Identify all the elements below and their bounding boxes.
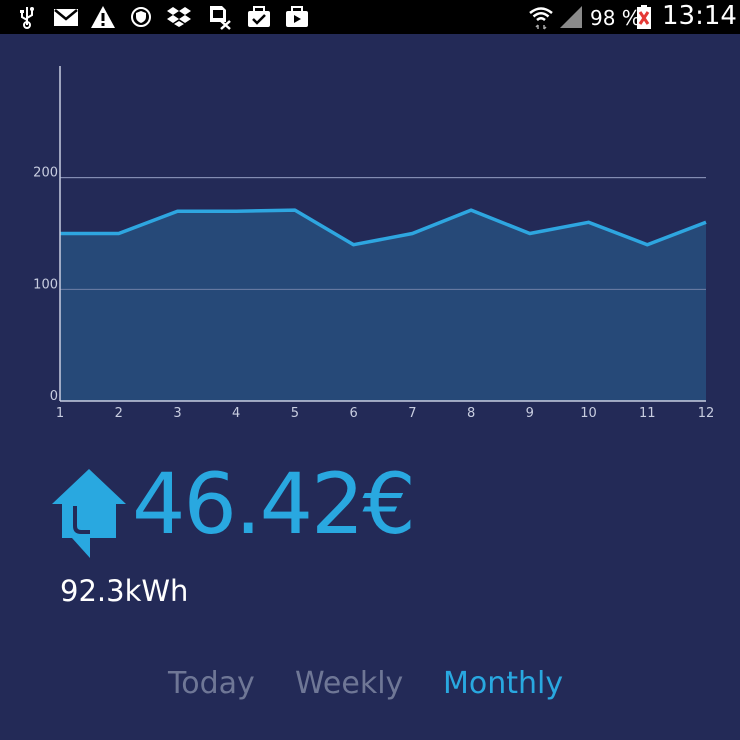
sim-off-icon: [210, 6, 231, 30]
home-arrow-icon: [52, 469, 126, 558]
tab-monthly[interactable]: Monthly: [443, 666, 564, 701]
tab-today[interactable]: Today: [168, 666, 255, 701]
x-tick-label: 10: [580, 406, 597, 421]
gmail-icon: [54, 9, 78, 26]
battery-percentage: 98 %: [590, 6, 641, 30]
y-tick-label: 200: [33, 166, 58, 181]
signal-icon: [560, 6, 582, 28]
x-tick-label: 2: [115, 406, 123, 421]
status-bar: 98 % 13:14: [0, 0, 740, 34]
warning-icon: [91, 6, 115, 28]
chart-x-ticks: 1 2 3 4 5 6 7 8 9 10 11 12: [56, 406, 714, 421]
x-tick-label: 11: [639, 406, 656, 421]
briefcase-play-icon: [286, 6, 308, 27]
x-tick-label: 4: [232, 406, 240, 421]
y-tick-label: 0: [50, 389, 58, 404]
battery-icon: [637, 5, 651, 29]
x-tick-label: 9: [526, 406, 534, 421]
x-tick-label: 8: [467, 406, 475, 421]
period-tabs: Today Weekly Monthly: [0, 666, 740, 710]
x-tick-label: 7: [408, 406, 416, 421]
clock: 13:14: [662, 1, 737, 31]
y-tick-label: 100: [33, 277, 58, 292]
tab-weekly[interactable]: Weekly: [295, 666, 404, 701]
clipboard-check-icon: [248, 6, 270, 27]
x-tick-label: 5: [291, 406, 299, 421]
chart-line: [60, 208, 707, 247]
usb-icon: [20, 7, 34, 29]
energy-value: 92.3kWh: [60, 574, 189, 608]
x-tick-label: 6: [349, 406, 357, 421]
cost-value: 46.42€: [132, 455, 416, 553]
vpn-shield-icon: [131, 7, 151, 27]
chart-y-ticks: 0 100 200: [33, 166, 58, 404]
x-tick-label: 3: [173, 406, 181, 421]
dropbox-icon: [167, 7, 191, 27]
chart-axes: [59, 66, 706, 402]
wifi-icon: [529, 7, 553, 30]
chart-area-fill: [60, 210, 706, 401]
x-tick-label: 12: [698, 406, 715, 421]
x-tick-label: 1: [56, 406, 64, 421]
